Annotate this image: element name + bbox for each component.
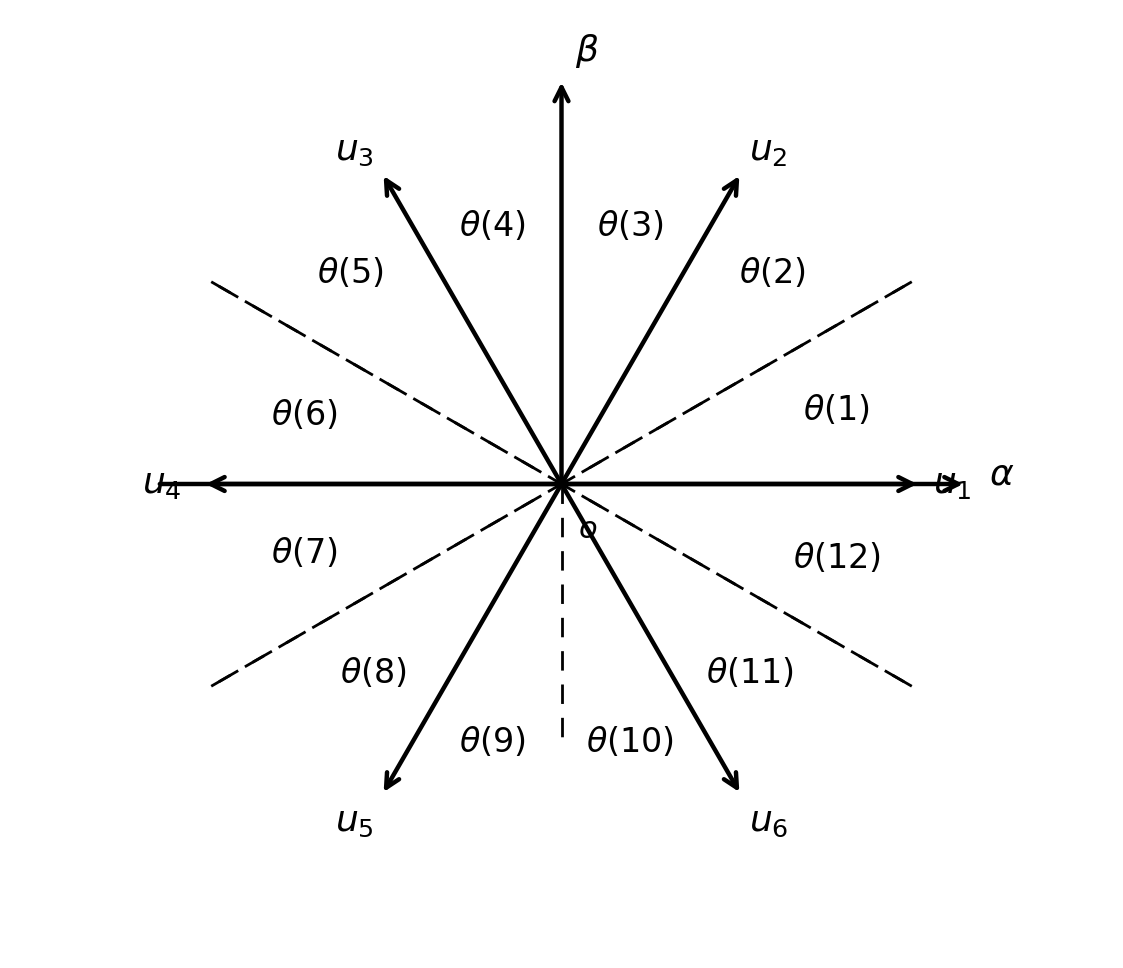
Text: $u_2$: $u_2$ <box>749 134 787 167</box>
Text: $\theta(1)$: $\theta(1)$ <box>803 393 870 427</box>
Text: $\theta(6)$: $\theta(6)$ <box>271 398 337 432</box>
Text: $\theta(12)$: $\theta(12)$ <box>793 541 880 575</box>
Text: $u_4$: $u_4$ <box>141 467 182 501</box>
Text: $u_5$: $u_5$ <box>336 805 374 839</box>
Text: $\theta(4)$: $\theta(4)$ <box>459 209 526 244</box>
Text: $\theta(2)$: $\theta(2)$ <box>739 256 806 289</box>
Text: $o$: $o$ <box>577 514 596 545</box>
Text: $\theta(8)$: $\theta(8)$ <box>339 655 407 689</box>
Text: $\alpha$: $\alpha$ <box>989 458 1014 492</box>
Text: $\theta(9)$: $\theta(9)$ <box>459 724 526 759</box>
Text: $\theta(10)$: $\theta(10)$ <box>586 724 675 759</box>
Text: $\theta(3)$: $\theta(3)$ <box>597 209 664 244</box>
Text: $\beta$: $\beta$ <box>575 32 600 71</box>
Text: $u_6$: $u_6$ <box>749 805 788 839</box>
Text: $\theta(5)$: $\theta(5)$ <box>317 256 384 289</box>
Text: $u_3$: $u_3$ <box>336 134 374 167</box>
Text: $\theta(11)$: $\theta(11)$ <box>706 655 794 689</box>
Text: $u_1$: $u_1$ <box>933 467 971 501</box>
Text: $\theta(7)$: $\theta(7)$ <box>271 536 337 570</box>
